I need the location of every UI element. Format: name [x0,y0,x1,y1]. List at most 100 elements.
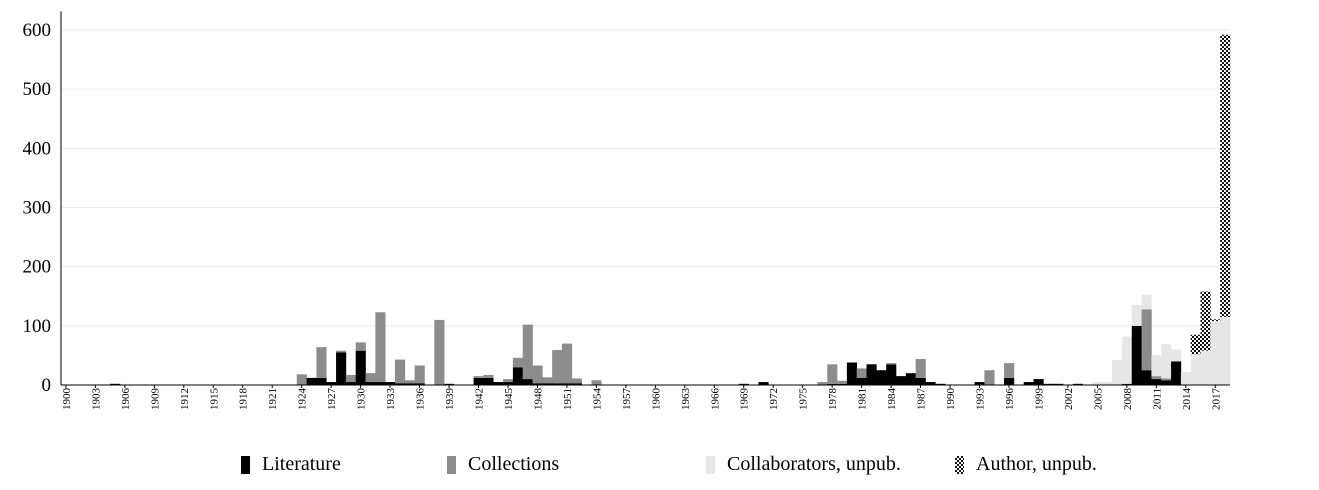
x-tick-label-1984: 1984 [886,388,898,411]
x-tick-label-2002: 2002 [1063,388,1075,410]
x-tick-label-1903: 1903 [90,388,102,411]
y-tick-label-300: 300 [23,198,52,219]
bar-collections-1994 [984,370,995,385]
bar-literature-2008 [1121,383,1133,385]
bar-literature-1980 [846,362,857,385]
bar-collaborators-2011 [1151,355,1162,377]
bar-literature-2012 [1161,380,1172,385]
bar-literature-1969 [738,383,749,385]
bar-literature-1998 [1023,382,1034,385]
bar-collections-1952 [571,378,582,384]
bar-collections-1930 [355,342,366,351]
x-tick-label-1990: 1990 [945,388,957,411]
x-tick-label-2017: 2017 [1210,388,1222,411]
y-tick-label-100: 100 [23,316,52,337]
x-tick-label-1945: 1945 [503,388,515,411]
bar-collections-1977 [817,382,828,385]
bar-literature-1989 [935,383,946,385]
bar-collections-1996 [1004,363,1015,378]
x-tick-label-1906: 1906 [120,388,132,411]
bar-collections-1946 [512,357,523,368]
bar-collections-1984 [886,363,897,365]
legend-item-collections: Collections [447,453,559,476]
x-tick-label-1936: 1936 [415,388,427,411]
bar-collaborators-2012 [1161,344,1172,379]
bar-literature-1905 [110,383,121,385]
bar-literature-1948 [532,383,543,385]
bar-collaborators-2013 [1171,349,1182,362]
bar-collaborators-2005 [1092,382,1103,385]
literature-swatch-icon [241,455,250,474]
bar-collections-1929 [345,374,356,383]
bar-collaborators-2015 [1190,354,1201,385]
bar-collections-1948 [532,365,543,384]
bar-literature-1929 [345,382,356,385]
bar-collections-1987 [915,358,926,378]
x-tick-label-1900: 1900 [61,388,73,411]
bar-literature-1951 [562,383,573,385]
bar-literature-2009 [1131,325,1142,385]
bar-collections-2012 [1161,378,1172,381]
bar-author-2017 [1210,319,1221,322]
y-tick-label-200: 200 [23,257,52,278]
bar-literature-1945 [503,382,514,385]
x-tick-label-1930: 1930 [356,388,368,411]
x-tick-label-1963: 1963 [680,388,692,411]
bar-literature-1944 [493,382,504,385]
bar-literature-1943 [483,377,494,385]
bar-collaborators-2006 [1102,382,1113,385]
bar-collections-1979 [837,380,848,384]
bar-literature-1971 [758,382,769,385]
x-tick-label-1921: 1921 [267,388,279,410]
bar-literature-1988 [925,382,936,385]
x-tick-label-1954: 1954 [591,388,603,411]
bar-literature-1952 [571,383,582,385]
bar-collaborators-2009 [1131,305,1142,326]
bar-collaborators-2008 [1121,336,1133,384]
x-tick-label-1996: 1996 [1004,388,1016,411]
x-tick-label-1948: 1948 [532,388,544,411]
bar-literature-1928 [336,352,347,385]
bar-collections-1931 [365,373,376,383]
bar-literature-1946 [512,367,523,385]
bar-collections-1936 [414,365,425,384]
bar-literature-1926 [316,377,327,385]
bar-literature-1983 [876,370,887,385]
bar-literature-1979 [837,383,848,385]
x-axis-tick-labels: 1900 1903 1906 1909 1912 1915 1918 1921 1924 1927… [61,385,1222,410]
x-tick-label-1957: 1957 [621,388,633,411]
legend-label-collections: Collections [468,453,560,475]
x-tick-label-2014: 2014 [1181,388,1193,411]
x-tick-label-1933: 1933 [385,388,397,411]
bar-collections-1978 [827,364,838,384]
bar-collections-1932 [375,312,386,383]
bar-author-2018 [1220,34,1231,317]
x-tick-label-1924: 1924 [297,388,309,411]
x-tick-label-1981: 1981 [857,388,869,410]
legend-item-literature: Literature [241,453,341,476]
collections-swatch-icon [447,455,456,474]
bar-literature-2011 [1151,379,1162,385]
x-tick-label-1927: 1927 [326,388,338,411]
bars [110,34,1231,386]
bar-literature-1985 [896,376,907,386]
bar-literature-2013 [1171,361,1182,385]
legend-label-collaborators: Collaborators, unpub. [727,453,901,475]
bar-literature-1986 [905,373,916,385]
x-tick-label-1915: 1915 [208,388,220,411]
bar-collaborators-2018 [1220,316,1231,385]
x-tick-label-1942: 1942 [474,388,486,410]
x-tick-label-1909: 1909 [149,388,161,411]
bar-collections-2011 [1151,376,1162,380]
legend-label-author: Author, unpub. [976,453,1097,475]
bar-collaborators-2017 [1210,321,1221,385]
bar-collections-1928 [336,350,347,353]
legend-label-literature: Literature [262,453,341,475]
y-tick-label-500: 500 [23,79,52,100]
x-tick-label-1966: 1966 [709,388,721,411]
bar-literature-2003 [1072,383,1083,385]
bar-literature-1978 [827,383,838,385]
bar-collections-1934 [395,359,406,384]
bar-literature-1981 [856,377,867,385]
